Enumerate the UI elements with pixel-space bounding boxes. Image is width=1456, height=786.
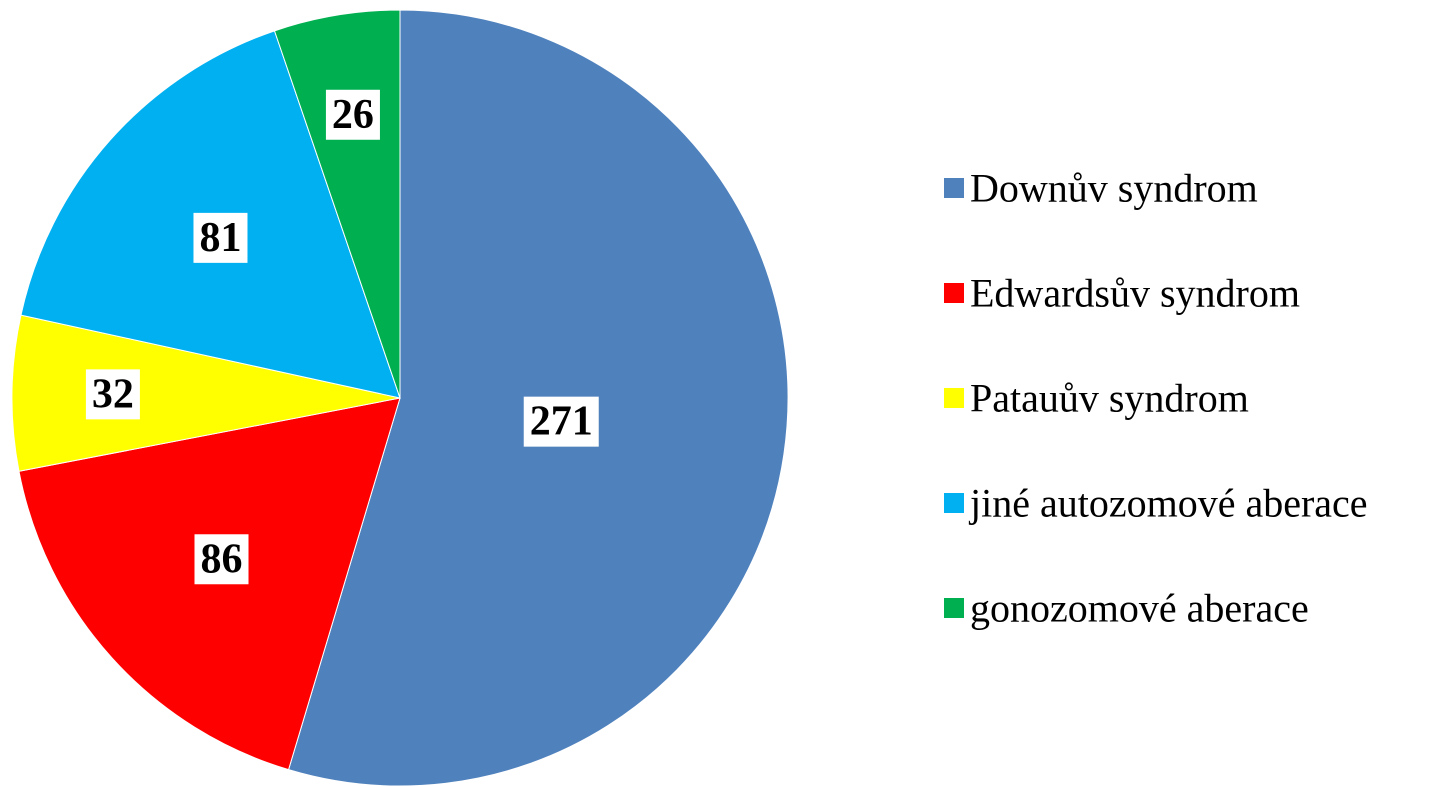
pie-slice [11,314,401,472]
data-label-box [193,212,248,263]
legend-swatch [944,493,964,513]
data-label: 271 [530,399,593,445]
data-label-box [523,396,599,447]
data-label-box [85,369,140,420]
legend-swatch [944,283,964,303]
data-label: 81 [199,215,241,261]
data-label: 32 [92,371,134,417]
data-label: 26 [332,92,374,138]
legend: Downův syndrom Edwardsův syndrom Patauův s… [944,166,1368,631]
legend-label: Downův syndrom [970,166,1258,211]
legend-label: Edwardsův syndrom [970,271,1300,316]
data-labels: 271 86 32 81 26 [85,89,599,585]
legend-swatch [944,178,964,198]
data-label: 86 [201,536,243,582]
legend-label: Patauův syndrom [970,376,1249,421]
legend-label: gonozomové aberace [970,586,1309,631]
legend-swatch [944,598,964,618]
legend-swatch [944,388,964,408]
data-label-box [194,534,249,585]
legend-label: jiné autozomové aberace [968,481,1368,526]
data-label-box [325,89,380,140]
